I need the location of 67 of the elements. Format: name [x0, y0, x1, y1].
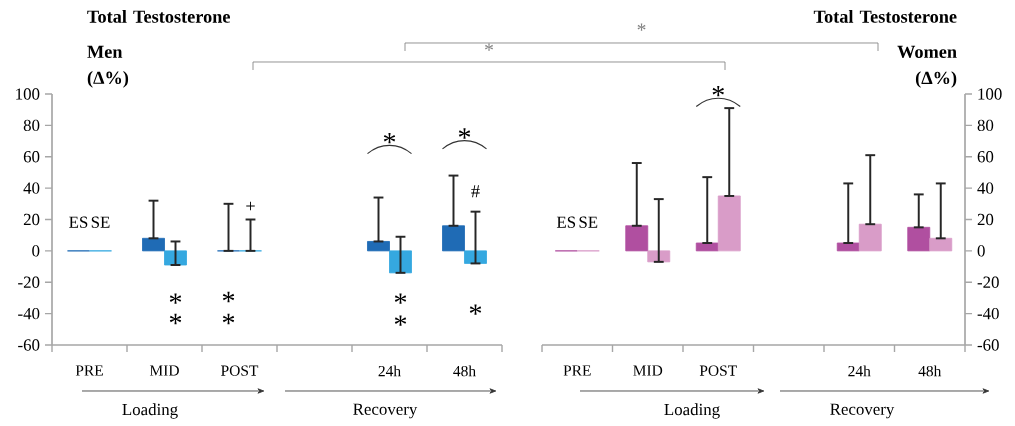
- bar: [858, 223, 882, 252]
- bar: [389, 250, 412, 274]
- annotation: *: [469, 304, 482, 315]
- y-tick-label: 80: [23, 119, 40, 132]
- x-tick-label: 48h: [453, 365, 476, 377]
- bar: [164, 250, 187, 266]
- y-tick-label: -60: [977, 339, 999, 351]
- annotation: *: [169, 313, 182, 325]
- text: Loading: [122, 403, 178, 419]
- bar: [836, 242, 860, 252]
- x-tick-label: POST: [699, 365, 737, 376]
- annotation: *: [394, 293, 407, 304]
- annotation: *: [169, 293, 182, 304]
- y-tick-label: 0: [32, 245, 40, 257]
- y-axis-title: (Δ%): [915, 71, 957, 88]
- y-tick-label: -20: [18, 276, 40, 288]
- y-tick-label: 100: [16, 88, 40, 100]
- text: Recovery: [353, 403, 418, 419]
- y-tick-label: -40: [977, 307, 999, 320]
- text: *: [485, 43, 493, 51]
- text: Recovery: [830, 403, 895, 419]
- x-tick-label: MID: [633, 365, 663, 376]
- chart-title: Total Testosterone Women: [813, 9, 957, 59]
- x-tick-label: POST: [221, 365, 259, 376]
- x-tick-label: PRE: [563, 365, 591, 376]
- series-label: ES: [556, 216, 576, 228]
- annotation: *: [222, 291, 235, 303]
- y-tick-label: -40: [18, 307, 40, 320]
- x-tick-label: 24h: [848, 365, 871, 377]
- y-tick-label: 80: [977, 119, 994, 132]
- x-tick-label: PRE: [75, 365, 103, 376]
- x-tick-label: 24h: [378, 365, 401, 377]
- series-label: SE: [91, 216, 110, 228]
- y-axis-title: (Δ%): [87, 71, 129, 88]
- x-tick-label: 48h: [918, 365, 942, 377]
- annotation: *: [383, 133, 396, 144]
- chart-title: Total Testosterone Men: [87, 9, 230, 58]
- text: *: [637, 23, 646, 31]
- series-label: ES: [69, 216, 88, 228]
- annotation: #: [471, 185, 480, 198]
- y-tick-label: 60: [23, 151, 40, 163]
- y-tick-label: -20: [977, 276, 999, 288]
- bar: [464, 250, 487, 264]
- bar: [717, 195, 741, 252]
- y-tick-label: 40: [977, 182, 994, 194]
- bar: [929, 237, 953, 252]
- annotation: *: [394, 315, 407, 326]
- y-tick-label: -60: [18, 339, 40, 351]
- y-tick-label: 20: [23, 213, 40, 226]
- annotation: *: [458, 128, 471, 139]
- series-label: SE: [579, 216, 598, 228]
- annotation: *: [222, 313, 235, 325]
- x-tick-label: MID: [149, 365, 179, 376]
- bar: [442, 225, 465, 252]
- annotation: *: [712, 85, 724, 97]
- text: Loading: [664, 403, 720, 419]
- bar: [907, 226, 931, 252]
- y-tick-label: 0: [977, 245, 985, 257]
- y-tick-label: 100: [978, 88, 1002, 100]
- y-tick-label: 60: [977, 151, 994, 163]
- y-tick-label: 40: [23, 182, 40, 194]
- annotation: +: [246, 201, 255, 211]
- bar: [142, 237, 165, 252]
- bar: [625, 225, 649, 252]
- bar: [367, 241, 390, 252]
- y-tick-label: 20: [977, 213, 994, 226]
- bar: [695, 242, 719, 252]
